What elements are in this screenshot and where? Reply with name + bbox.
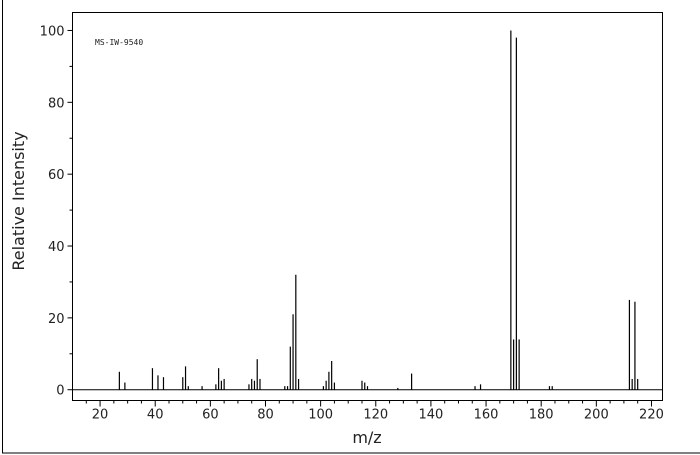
y-tick-label: 20: [48, 312, 65, 327]
y-tick-label: 40: [48, 240, 65, 255]
x-axis-title: m/z: [352, 428, 381, 447]
x-tick-label: 120: [363, 408, 388, 423]
x-tick-label: 100: [308, 408, 333, 423]
x-tick-label: 40: [147, 408, 164, 423]
x-tick-label: 20: [92, 408, 109, 423]
x-tick-label: 200: [584, 408, 609, 423]
y-tick-label: 0: [56, 384, 64, 399]
y-tick-label: 60: [48, 168, 65, 183]
x-tick-label: 60: [202, 408, 219, 423]
x-tick-label: 80: [257, 408, 274, 423]
x-tick-label: 180: [529, 408, 554, 423]
y-tick-label: 100: [40, 24, 65, 39]
plot-frame: [72, 12, 663, 401]
x-tick-label: 160: [474, 408, 499, 423]
x-tick-label: 220: [639, 408, 664, 423]
x-tick-label: 140: [418, 408, 443, 423]
y-tick-label: 80: [48, 96, 65, 111]
annotation: MS-IW-9540: [95, 38, 143, 47]
y-axis-title: Relative Intensity: [9, 131, 28, 270]
